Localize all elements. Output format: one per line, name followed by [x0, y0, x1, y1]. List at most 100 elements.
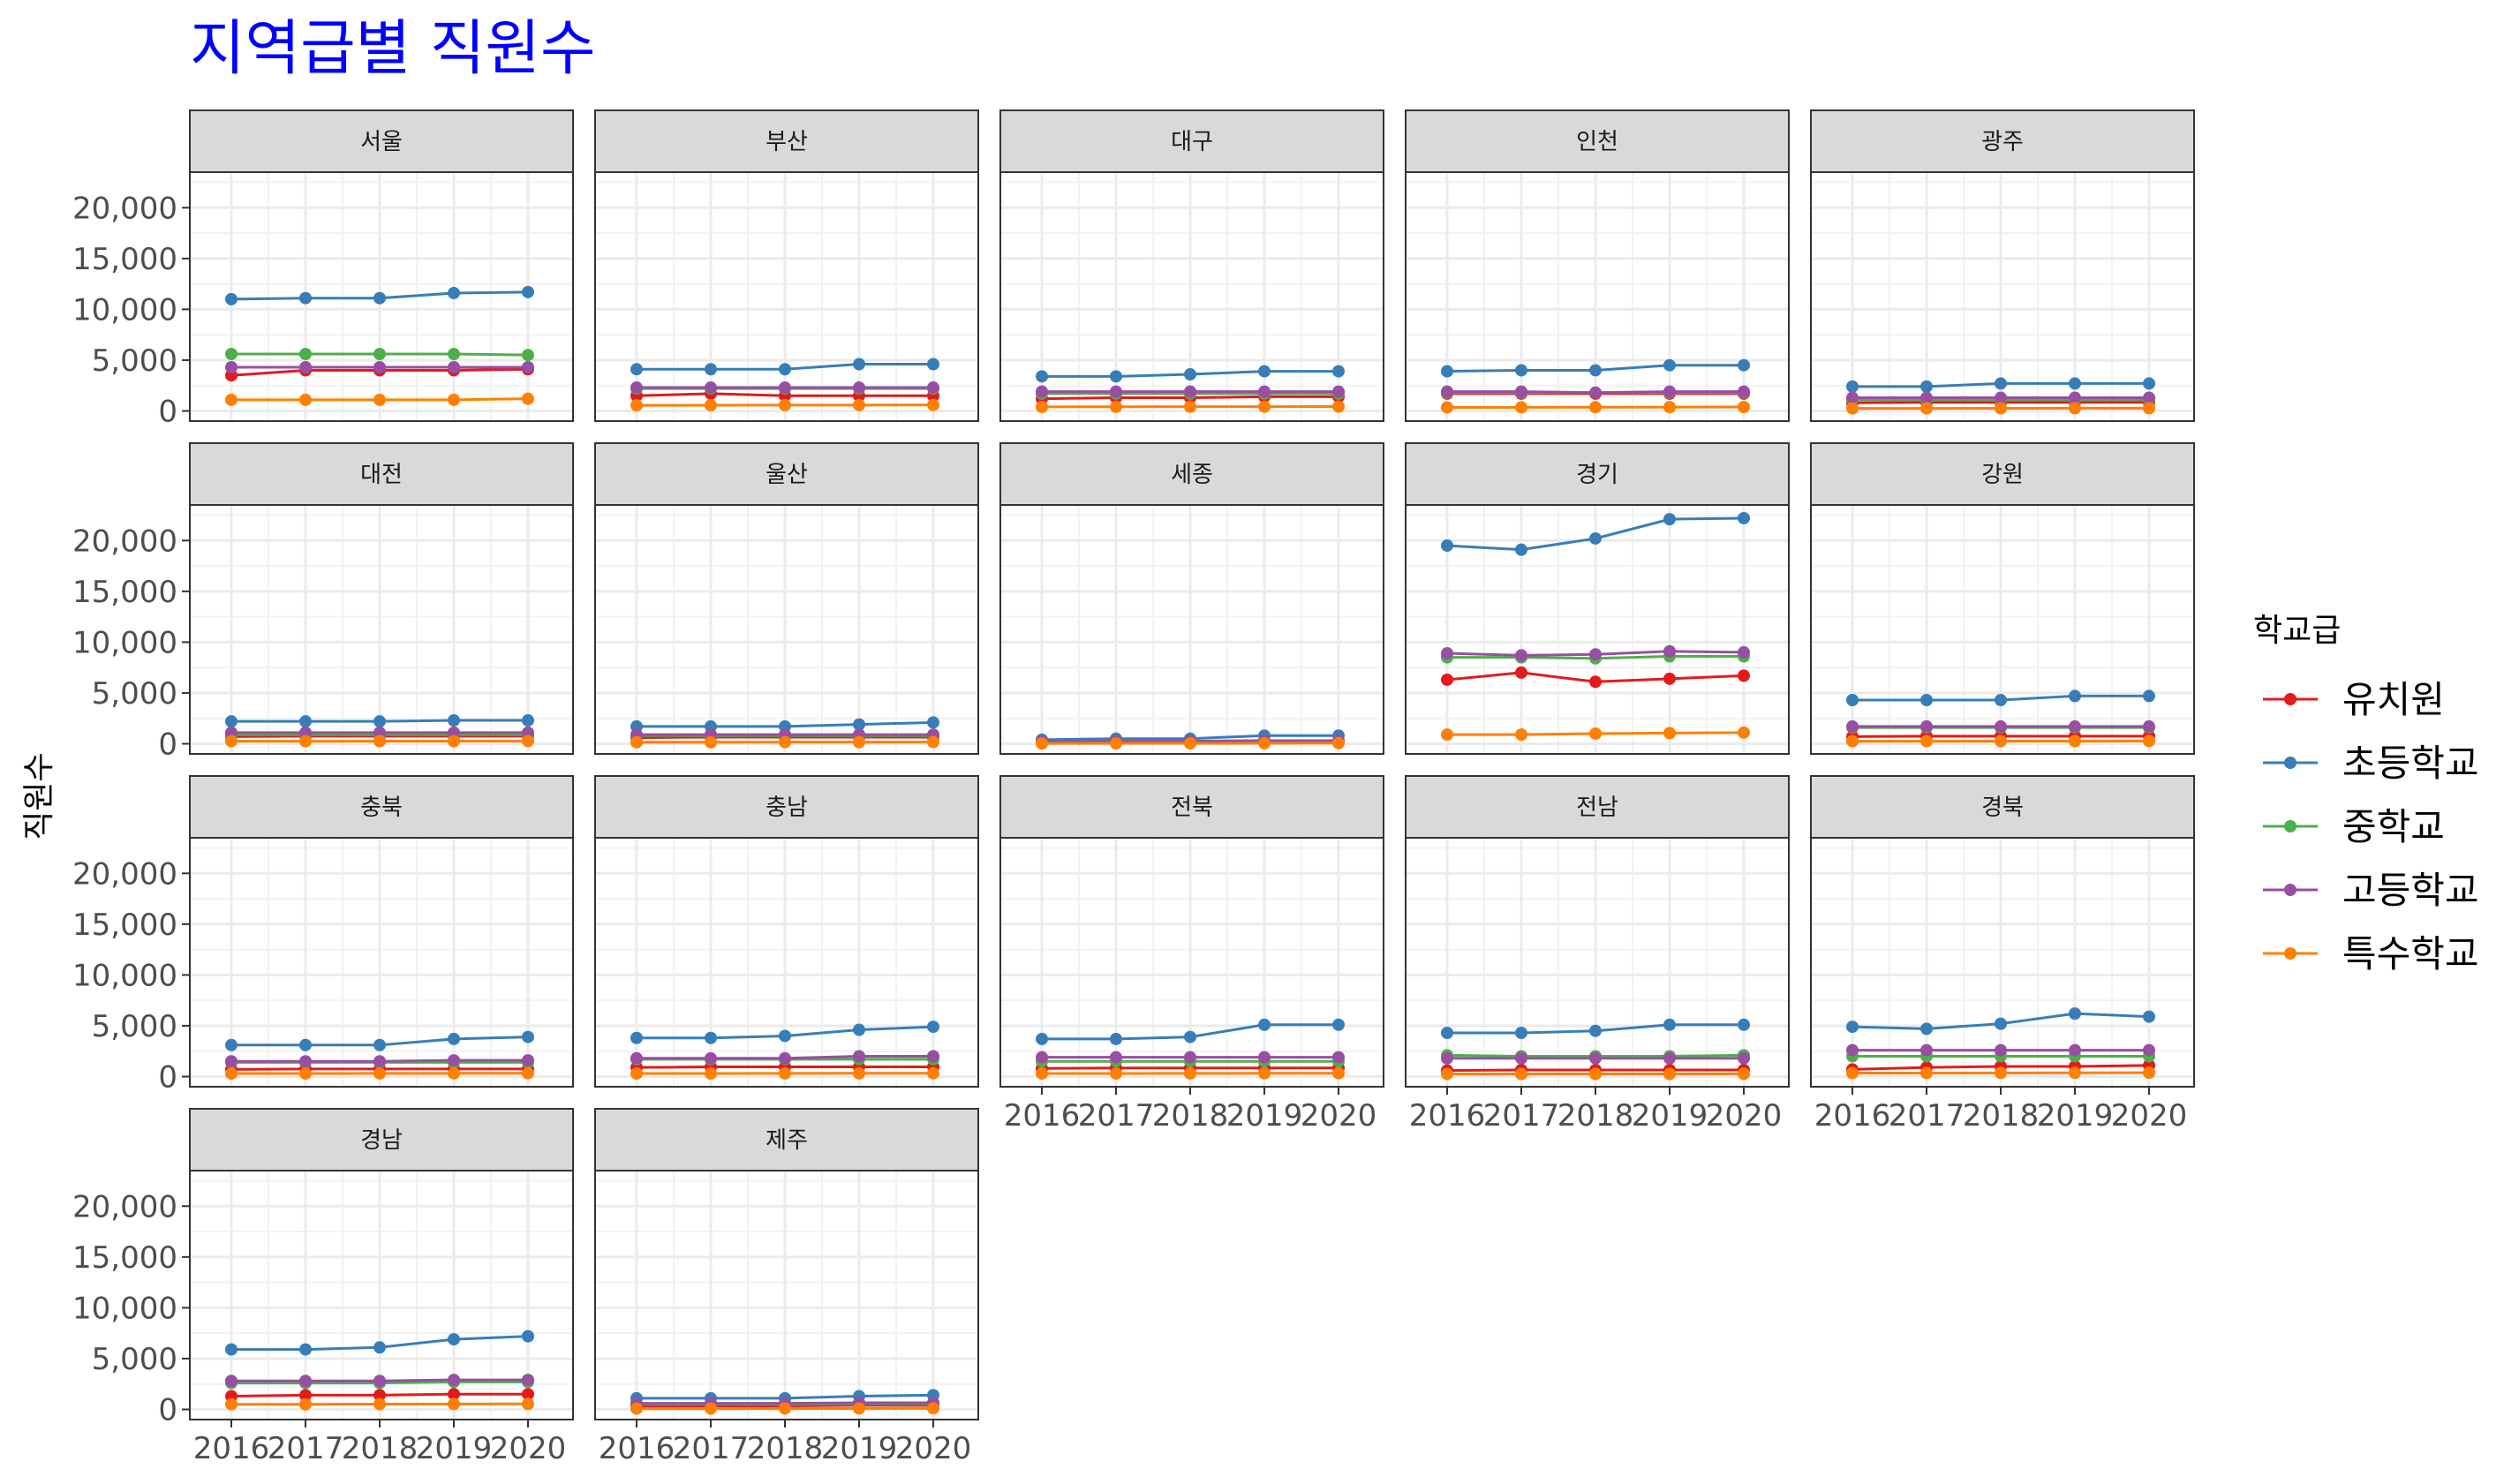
x-tick-label: 2016 — [599, 1431, 675, 1466]
data-point-초등학교 — [1738, 358, 1750, 372]
data-point-고등학교 — [1332, 385, 1345, 398]
data-point-특수학교 — [1663, 1067, 1676, 1081]
data-point-초등학교 — [1515, 1026, 1527, 1039]
y-tick-label: 20,000 — [72, 524, 177, 559]
data-point-고등학교 — [299, 1375, 312, 1388]
data-point-유치원 — [1441, 673, 1453, 686]
facet-strip-label: 인천 — [1576, 129, 1618, 155]
data-point-초등학교 — [927, 1021, 939, 1034]
data-point-특수학교 — [927, 1402, 939, 1415]
data-point-고등학교 — [1846, 719, 1859, 733]
data-point-특수학교 — [299, 734, 312, 748]
data-point-초등학교 — [2069, 1007, 2081, 1021]
data-point-고등학교 — [1184, 1051, 1196, 1064]
facet-panel-border — [1405, 504, 1790, 755]
data-point-초등학교 — [1515, 543, 1527, 556]
data-point-고등학교 — [1332, 1051, 1345, 1064]
facet-strip — [999, 109, 1384, 173]
x-tick-label: 2018 — [1152, 1098, 1229, 1134]
data-point-고등학교 — [1738, 385, 1750, 398]
data-point-고등학교 — [1846, 391, 1859, 404]
data-point-고등학교 — [1738, 1051, 1750, 1065]
legend-label: 특수학교 — [2342, 932, 2479, 976]
data-point-특수학교 — [1258, 736, 1271, 750]
x-tick-label: 2019 — [821, 1431, 898, 1466]
x-tick-label: 2020 — [2111, 1098, 2188, 1134]
data-point-초등학교 — [1995, 377, 2007, 390]
x-tick-label: 2020 — [895, 1431, 972, 1466]
data-point-특수학교 — [1441, 728, 1453, 742]
data-point-초등학교 — [1920, 1022, 1933, 1036]
data-point-고등학교 — [448, 1374, 460, 1387]
data-point-고등학교 — [1589, 1051, 1602, 1065]
facet-strip-label: 전남 — [1576, 795, 1618, 821]
data-point-특수학교 — [705, 399, 717, 412]
facet-strip-label: 경북 — [1981, 795, 2024, 821]
facet-strip — [1810, 442, 2195, 506]
facet-panel-border — [189, 171, 574, 422]
facet-plot-area — [595, 1171, 978, 1420]
data-point-고등학교 — [705, 1051, 717, 1065]
facet-strip-label: 경기 — [1576, 462, 1618, 488]
data-point-초등학교 — [779, 1029, 791, 1043]
x-tick-label: 2017 — [268, 1431, 344, 1466]
data-point-초등학교 — [1258, 365, 1271, 378]
data-point-특수학교 — [705, 735, 717, 749]
data-point-특수학교 — [1738, 1067, 1750, 1081]
facet-strip — [189, 775, 574, 839]
facet-strip-label: 강원 — [1981, 462, 2024, 488]
data-point-고등학교 — [1441, 385, 1453, 398]
data-point-고등학교 — [522, 360, 534, 373]
data-point-초등학교 — [1441, 539, 1453, 553]
data-point-초등학교 — [1738, 511, 1750, 524]
data-point-특수학교 — [225, 734, 238, 748]
facet-strip-label: 대구 — [1171, 129, 1213, 155]
data-point-고등학교 — [225, 726, 238, 739]
data-point-고등학교 — [1036, 1051, 1048, 1064]
data-point-초등학교 — [448, 714, 460, 727]
x-tick-label: 2017 — [1889, 1098, 1965, 1134]
data-point-초등학교 — [522, 1330, 534, 1343]
x-tick-label: 2018 — [747, 1431, 824, 1466]
x-tick-label: 2016 — [1004, 1098, 1081, 1134]
y-tick-label: 10,000 — [72, 958, 177, 993]
facet-panel-border — [189, 1170, 574, 1420]
data-point-초등학교 — [1846, 380, 1859, 393]
data-point-특수학교 — [373, 1397, 386, 1411]
data-point-특수학교 — [1110, 737, 1122, 750]
data-point-특수학교 — [1920, 734, 1933, 748]
data-point-초등학교 — [1995, 1017, 2007, 1030]
data-point-특수학교 — [1332, 1066, 1345, 1080]
data-point-고등학교 — [373, 1055, 386, 1068]
data-point-고등학교 — [1920, 1043, 1933, 1057]
facet-strip-label: 부산 — [766, 129, 808, 155]
data-point-초등학교 — [448, 1032, 460, 1045]
data-point-고등학교 — [1663, 644, 1676, 658]
data-point-특수학교 — [779, 735, 791, 749]
facet-strip — [594, 1108, 979, 1171]
facet-panel-border — [1810, 837, 2195, 1088]
data-point-초등학교 — [1110, 370, 1122, 383]
y-tick-label: 5,000 — [92, 343, 177, 379]
data-point-특수학교 — [1663, 401, 1676, 414]
data-point-특수학교 — [1920, 402, 1933, 415]
facet-strip-label: 광주 — [1981, 129, 2024, 155]
data-point-고등학교 — [1920, 391, 1933, 404]
facet-panel-border — [594, 837, 979, 1088]
legend-key-point — [2284, 757, 2297, 769]
x-tick-label: 2016 — [1814, 1098, 1891, 1134]
data-point-특수학교 — [853, 1066, 865, 1080]
data-point-고등학교 — [522, 1054, 534, 1067]
data-point-초등학교 — [1920, 693, 1933, 706]
data-point-중학교 — [522, 349, 534, 362]
data-point-초등학교 — [373, 291, 386, 305]
data-point-초등학교 — [225, 1343, 238, 1356]
data-point-초등학교 — [522, 1030, 534, 1043]
data-point-유치원 — [373, 1389, 386, 1402]
data-point-특수학교 — [1589, 401, 1602, 414]
facet-strip-label: 충북 — [360, 795, 403, 821]
data-point-특수학교 — [1738, 726, 1750, 739]
x-tick-label: 2018 — [342, 1431, 419, 1466]
